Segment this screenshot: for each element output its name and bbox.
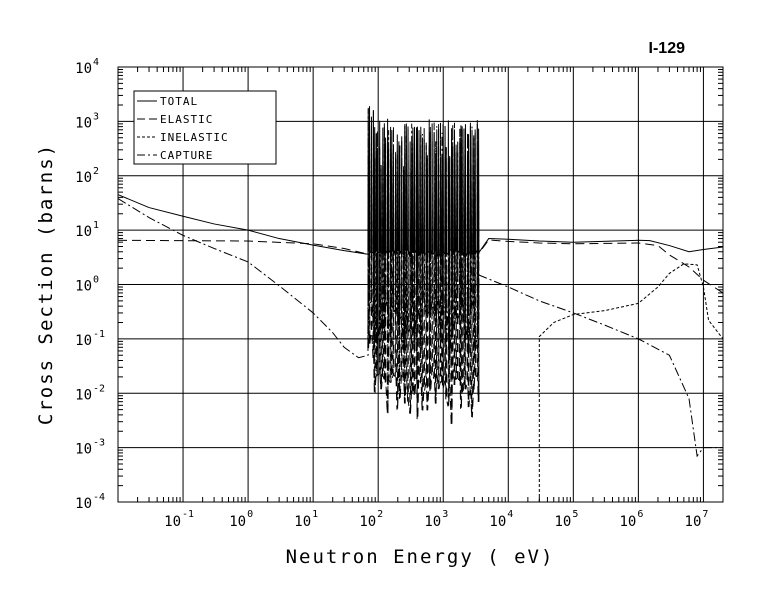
legend-box bbox=[133, 90, 277, 165]
y-tick-exponent: 0 bbox=[93, 275, 99, 286]
y-tick-exponent: -1 bbox=[93, 329, 105, 340]
y-tick-label: 10 bbox=[75, 333, 92, 349]
x-tick-label: 10 bbox=[424, 514, 441, 530]
x-tick-label: 10 bbox=[685, 514, 702, 530]
y-tick-exponent: -3 bbox=[93, 438, 105, 449]
x-tick-exponent: 4 bbox=[507, 509, 513, 520]
y-tick-label: 10 bbox=[75, 387, 92, 403]
x-tick-label: 10 bbox=[229, 514, 246, 530]
y-tick-label: 10 bbox=[75, 170, 92, 186]
series-line-capture bbox=[118, 109, 723, 458]
y-tick-label: 10 bbox=[75, 224, 92, 240]
x-tick-exponent: 0 bbox=[247, 509, 253, 520]
x-axis-title: Neutron Energy ( eV) bbox=[286, 546, 555, 568]
x-tick-exponent: 1 bbox=[312, 509, 318, 520]
chart-title: I-129 bbox=[649, 40, 686, 57]
x-tick-label: 10 bbox=[359, 514, 376, 530]
y-tick-exponent: 4 bbox=[93, 57, 99, 68]
legend-label-capture: CAPTURE bbox=[160, 149, 213, 162]
x-tick-exponent: -1 bbox=[182, 509, 194, 520]
x-tick-labels: 10 -1 10 0 10 1 10 2 10 3 10 4 10 5 10 6 10 7 bbox=[164, 509, 708, 530]
y-tick-label: 10 bbox=[75, 61, 92, 77]
series-line-elastic bbox=[118, 235, 723, 426]
legend-label-inelastic: INELASTIC bbox=[160, 131, 229, 144]
y-tick-label: 10 bbox=[75, 279, 92, 295]
series-line-inelastic bbox=[538, 263, 723, 502]
y-tick-exponent: -4 bbox=[93, 492, 105, 503]
y-tick-exponent: 1 bbox=[93, 220, 99, 231]
legend-label-total: TOTAL bbox=[160, 95, 198, 108]
x-tick-label: 10 bbox=[164, 514, 181, 530]
x-tick-exponent: 3 bbox=[442, 509, 448, 520]
x-tick-exponent: 2 bbox=[377, 509, 383, 520]
y-tick-exponent: -2 bbox=[93, 383, 105, 394]
x-tick-label: 10 bbox=[294, 514, 311, 530]
x-tick-label: 10 bbox=[554, 514, 571, 530]
y-tick-label: 10 bbox=[75, 442, 92, 458]
x-tick-exponent: 5 bbox=[572, 509, 578, 520]
y-tick-label: 10 bbox=[75, 115, 92, 131]
x-tick-exponent: 6 bbox=[637, 509, 643, 520]
y-axis-title: Cross Section (barns) bbox=[35, 143, 57, 425]
y-tick-exponent: 3 bbox=[93, 111, 99, 122]
x-tick-label: 10 bbox=[620, 514, 637, 530]
y-tick-exponent: 2 bbox=[93, 166, 99, 177]
x-tick-label: 10 bbox=[489, 514, 506, 530]
y-tick-label: 10 bbox=[75, 496, 92, 512]
legend-label-elastic: ELASTIC bbox=[160, 113, 213, 126]
series-layer bbox=[118, 106, 723, 502]
x-tick-exponent: 7 bbox=[702, 509, 708, 520]
legend: TOTAL ELASTIC INELASTIC CAPTURE bbox=[133, 90, 277, 165]
